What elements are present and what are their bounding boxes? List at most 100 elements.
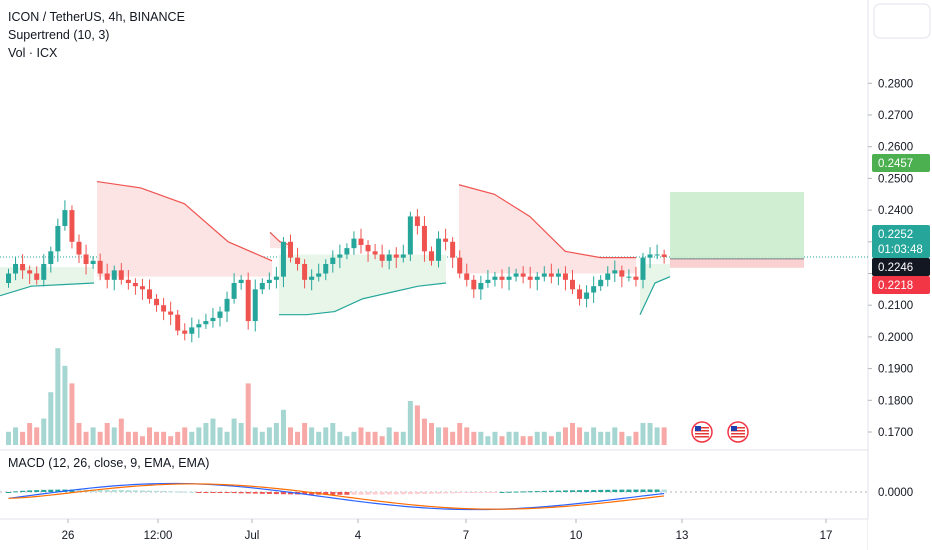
volume-bar [132, 431, 138, 445]
candle-body [654, 254, 660, 256]
macd-histogram-bar [118, 490, 124, 492]
macd-histogram-bar [633, 489, 639, 492]
candle-body [147, 289, 152, 299]
volume-bar [605, 431, 611, 445]
macd-histogram-bar [259, 492, 265, 494]
candle-body [154, 298, 160, 306]
macd-histogram-bar [34, 490, 40, 492]
us-flag-stripe [695, 436, 709, 438]
macd-histogram-bar [647, 489, 653, 492]
price-tick-label: 0.2400 [878, 205, 913, 217]
volume-bar [182, 427, 188, 445]
supertrend-lines [0, 180, 671, 316]
macd-histogram-bar [661, 489, 667, 492]
candle-body [210, 317, 216, 322]
candle-body [83, 254, 89, 264]
time-tick-label: 4 [355, 530, 362, 542]
candle-body [457, 257, 463, 274]
position-target-zone [670, 192, 804, 259]
volume-bar [34, 427, 40, 445]
volume-bar [485, 436, 491, 445]
macd-histogram-bar [421, 492, 427, 494]
candle-body [6, 273, 11, 284]
signal-line [8, 483, 665, 510]
macd-histogram-bar [527, 491, 533, 493]
volume-bar [661, 427, 667, 445]
candle-body [443, 238, 449, 242]
supertrend-legend[interactable]: Supertrend (10, 3) [8, 28, 110, 42]
macd-histogram-bar [125, 490, 131, 492]
time-tick-label: Jul [245, 530, 260, 542]
volume-bar [372, 431, 378, 445]
volume-bar [414, 405, 420, 445]
axes: 0.28000.27000.26000.25000.24000.23000.22… [62, 3, 932, 550]
macd-histogram-bar [471, 492, 477, 493]
macd-histogram-bar [97, 489, 103, 492]
candle-body [48, 251, 54, 264]
supertrend-band [279, 254, 446, 315]
macd-legend[interactable]: MACD (12, 26, close, 9, EMA, EMA) [8, 456, 210, 470]
economic-events[interactable] [691, 421, 749, 443]
volume-bar [358, 427, 364, 445]
candle-body [506, 276, 512, 280]
macd-histogram-bar [450, 492, 456, 494]
time-tick-label: 17 [820, 530, 833, 542]
volume-bar [612, 427, 618, 445]
long-position-tool[interactable] [670, 192, 804, 268]
supertrend-line [96, 180, 273, 262]
us-flag-icon[interactable] [691, 421, 713, 443]
macd-histogram-bar [577, 490, 583, 492]
volume-bar [344, 436, 350, 445]
stop-price-label-bg [872, 276, 930, 294]
volume-bar [266, 427, 272, 445]
candle-body [414, 216, 420, 226]
volume-bar [555, 431, 561, 445]
current-price-label[interactable]: 0.2252 01:03:48 [872, 225, 930, 258]
us-flag-icon[interactable] [727, 421, 749, 443]
macd-histogram-bar [400, 492, 406, 495]
volume-bar [386, 427, 392, 445]
candle-body [379, 254, 385, 261]
macd-histogram-bar [393, 492, 399, 495]
candle-body [520, 273, 526, 277]
volume-bar [175, 431, 181, 445]
volume-bar [316, 431, 322, 445]
candle-body [111, 270, 117, 280]
entry-price-label[interactable]: 0.2246 [872, 258, 930, 276]
macd-histogram-bar [605, 489, 611, 492]
volume-bar [118, 418, 124, 445]
macd-histogram-bar [534, 491, 540, 493]
stop-price-label[interactable]: 0.2218 [872, 276, 930, 294]
volume-legend[interactable]: Vol · ICX [8, 46, 58, 60]
price-tick-label: 0.2700 [878, 110, 913, 122]
candle-body [139, 286, 145, 290]
macd-histogram-bar [161, 491, 167, 493]
target-price-label[interactable]: 0.2457 [872, 154, 930, 172]
us-flag-stripe [695, 430, 709, 432]
candle-body [619, 270, 625, 277]
symbol-legend[interactable]: ICON / TetherUS, 4h, BINANCE [8, 10, 185, 24]
macd-histogram-bar [302, 492, 308, 495]
stop-price-label-text: 0.2218 [878, 280, 913, 292]
candle-body [485, 279, 491, 284]
candle-body [471, 279, 477, 290]
macd-histogram-bar [111, 489, 117, 492]
candle-body [203, 321, 209, 325]
macd-histogram-bar [591, 489, 597, 492]
macd-histogram-bar [358, 492, 364, 495]
candle-body [288, 241, 293, 258]
scale-button [873, 3, 931, 39]
candle-body [534, 276, 540, 280]
macd-histogram-bar [154, 490, 160, 492]
price-tick-label: 0.2800 [878, 78, 913, 90]
supertrend-line [639, 276, 671, 315]
price-tick-label: 0.1800 [878, 395, 913, 407]
volume-bar [161, 431, 167, 445]
macd-histogram-bar [612, 489, 618, 492]
volume-bar [111, 427, 117, 445]
macd-histogram-bar [217, 492, 223, 493]
candle-body [400, 254, 406, 258]
target-price-label-text: 0.2457 [878, 158, 913, 170]
macd-histogram-bar [20, 490, 26, 492]
